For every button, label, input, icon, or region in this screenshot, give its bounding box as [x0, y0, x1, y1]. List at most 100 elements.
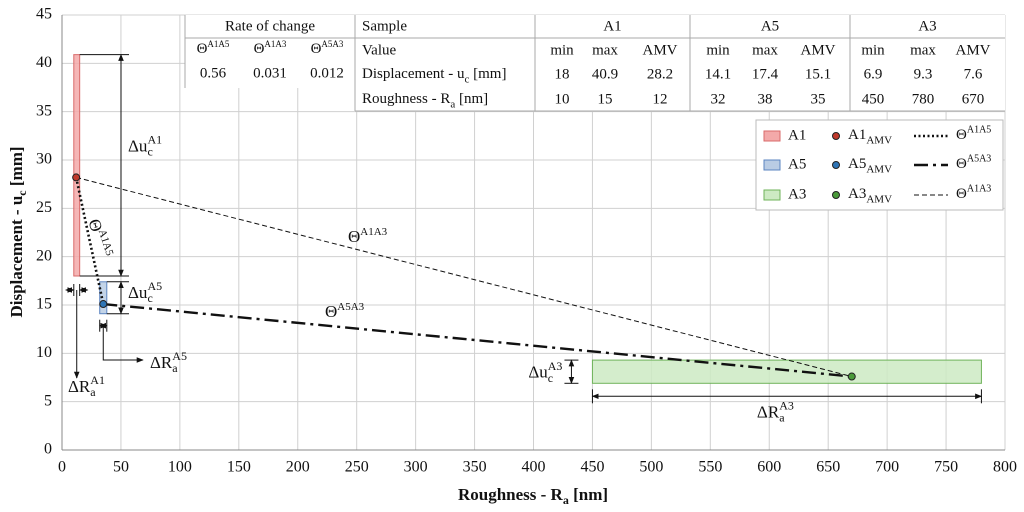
table-cell: 7.6: [964, 66, 983, 82]
x-axis-label: Roughness - Ra [nm]: [458, 485, 608, 507]
line-label-part: A1A3: [360, 226, 387, 238]
range-annotation-part: A3: [779, 398, 794, 412]
range-annotation: ΔuA5 c: [128, 279, 162, 305]
y-tick-label: 40: [36, 54, 52, 71]
legend-label: A5: [788, 156, 806, 172]
range-annotation: ΔuA3 c: [528, 359, 562, 385]
connector-line: [103, 302, 852, 378]
y-tick-label: 5: [44, 392, 52, 409]
table-header: AMV: [800, 42, 835, 58]
table-background: [355, 15, 1005, 111]
range-annotation: ΔRA5 a: [150, 349, 187, 375]
table-cell: 38: [758, 91, 773, 107]
leader-line: [102, 325, 144, 363]
table-header: A3: [918, 18, 936, 34]
legend-label-part: AMV: [866, 134, 892, 146]
table-cell: 18: [555, 66, 570, 82]
range-annotation-part: Δu: [128, 283, 148, 302]
line-label-part: Θ: [348, 227, 360, 246]
y-tick-label: 45: [36, 6, 52, 23]
legend-swatch: [763, 189, 781, 201]
table-header-part: Θ: [197, 41, 208, 57]
legend-label: ΘA1A3: [956, 184, 991, 203]
table-header: max: [752, 42, 778, 58]
legend-label-part: A3: [848, 186, 866, 202]
line-label-part: Θ: [325, 302, 337, 321]
table-header-part: Θ: [254, 41, 265, 57]
x-tick-label: 150: [227, 459, 251, 476]
range-annotation-part: A5: [172, 349, 187, 363]
line-label-part: A5A3: [337, 301, 364, 313]
table-cell: 40.9: [592, 66, 618, 82]
range-annotation: ΔuA1 c: [128, 132, 162, 158]
legend-label: A5AMV: [848, 156, 892, 175]
table-header: AMV: [955, 42, 990, 58]
x-axis-label-part: Roughness - R: [458, 485, 564, 504]
table-cell: 670: [962, 91, 985, 107]
table-header: min: [861, 42, 885, 58]
x-tick-label: 750: [934, 459, 958, 476]
range-annotation-part: Δu: [128, 136, 148, 155]
table-header: A5: [761, 18, 779, 34]
amv-point: [72, 173, 81, 182]
table-cell: 28.2: [647, 66, 673, 82]
x-tick-label: 200: [286, 459, 310, 476]
table-header-part: A1A5: [207, 39, 229, 49]
amv-point: [99, 300, 108, 309]
range-annotation-part: ΔR: [150, 353, 173, 372]
y-tick-label: 0: [44, 441, 52, 458]
range-annotation-part: Δu: [528, 363, 548, 382]
y-tick-label: 35: [36, 102, 52, 119]
y-tick-label: 25: [36, 199, 52, 216]
table-row-label-part: [nm]: [455, 91, 488, 107]
table-row-label-part: [mm]: [469, 66, 506, 82]
table-header: max: [910, 42, 936, 58]
table-cell: 10: [555, 91, 570, 107]
x-tick-label: 800: [993, 459, 1017, 476]
legend-marker: [832, 132, 840, 140]
legend-label: ΘA5A3: [956, 154, 991, 173]
range-annotation: ΔRA3 a: [757, 398, 794, 424]
table-header-part: A5A3: [321, 39, 343, 49]
legend-label-part: Θ: [956, 186, 967, 202]
legend-label: A3AMV: [848, 186, 892, 205]
line-label-part: Θ: [84, 217, 106, 235]
legend-label-part: AMV: [866, 193, 892, 205]
line-label: ΘA5A3: [325, 301, 365, 321]
x-tick-label: 350: [463, 459, 487, 476]
y-tick-label: 30: [36, 151, 52, 168]
amv-point: [847, 372, 856, 381]
x-tick-label: 550: [698, 459, 722, 476]
table-row-label-part: a: [450, 98, 455, 110]
table-cell: 0.012: [310, 65, 344, 81]
table-header: min: [550, 42, 574, 58]
range-annotation-part: A3: [548, 359, 563, 373]
y-axis-label: Displacement - uc [mm]: [7, 146, 29, 317]
table-cell: 17.4: [752, 66, 779, 82]
x-tick-label: 600: [757, 459, 781, 476]
table-header: AMV: [642, 42, 677, 58]
table-title: Rate of change: [225, 18, 315, 34]
legend-label-part: A1: [848, 127, 866, 143]
x-tick-label: 50: [113, 459, 129, 476]
table-row-label-part: c: [464, 73, 469, 85]
legend-label-part: AMV: [866, 163, 892, 175]
legend-label: A1AMV: [848, 127, 892, 146]
table-row-label: Displacement - uc [mm]: [362, 66, 506, 85]
y-axis-label-part: [mm]: [7, 146, 26, 190]
x-tick-label: 400: [522, 459, 546, 476]
table-row-label: Value: [362, 42, 396, 58]
x-tick-label: 700: [875, 459, 899, 476]
range-annotation-part: ΔR: [757, 402, 780, 421]
range-annotation-part: A1: [90, 373, 105, 387]
table-cell: 450: [862, 91, 885, 107]
legend-marker: [832, 191, 840, 199]
table-row-label-part: Roughness - R: [362, 91, 450, 107]
table-cell: 780: [912, 91, 935, 107]
x-tick-label: 650: [816, 459, 840, 476]
legend-marker: [832, 161, 840, 169]
connector-line: [76, 176, 852, 378]
table-header: ΘA5A3: [311, 39, 344, 58]
legend-label-part: A1A5: [967, 125, 991, 136]
